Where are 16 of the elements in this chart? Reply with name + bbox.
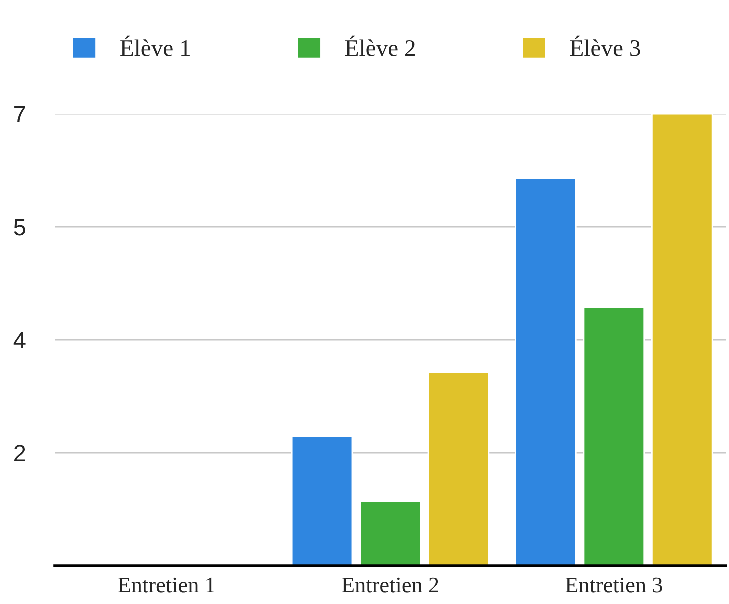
bar [291,436,354,566]
bar [651,114,714,566]
bar [583,307,646,566]
x-tick-label: Entretien 1 [118,578,215,593]
x-tick-label: Entretien 2 [342,578,438,593]
legend-label: Élève 3 [570,36,640,56]
bar [515,178,577,566]
legend-label: Élève 2 [346,36,415,56]
y-tick-label: 7 [14,106,26,123]
y-tick-label: 4 [14,332,26,349]
legend-label: Élève 1 [120,36,190,56]
x-tick-label: Entretien 3 [566,578,662,593]
bar [360,500,422,566]
y-tick-label: 2 [14,445,26,462]
bar [428,372,490,566]
y-tick-label: 5 [14,219,26,236]
